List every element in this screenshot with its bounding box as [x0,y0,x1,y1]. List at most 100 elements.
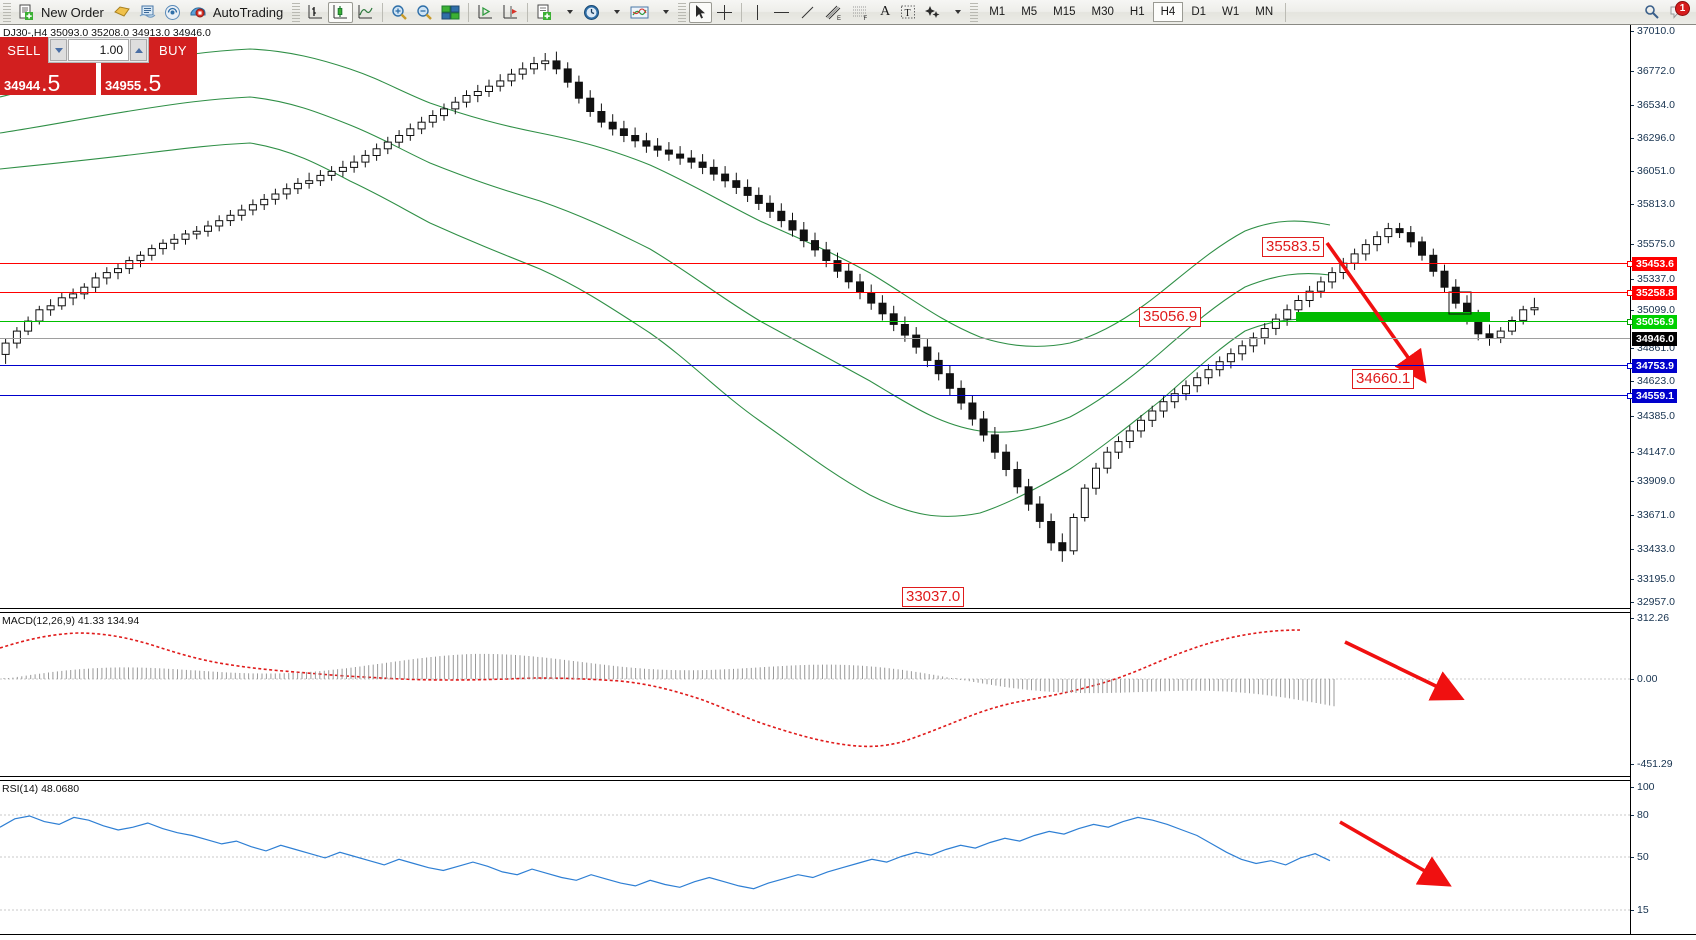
text-label-icon[interactable]: A [880,4,891,19]
rsi-chart-svg [0,814,1630,911]
price-tick: 35337.0 [1637,273,1675,285]
templates-icon[interactable] [532,2,557,23]
new-order-label[interactable]: New Order [41,4,104,20]
candlestick-chart-icon[interactable] [328,1,354,23]
zoom-out-icon[interactable] [412,2,437,23]
toolbar-grip-4[interactable] [970,2,979,22]
pivot-label[interactable]: 35056.9 [1139,307,1202,327]
rsi-tick: 50 [1637,851,1649,863]
macd-pane-top-border-2 [0,612,1630,613]
rsi-pane[interactable]: RSI(14) 48.0680 [0,782,1630,934]
zoom-in-icon[interactable] [387,2,412,23]
price-tag-pivot[interactable]: 35056.9 [1627,315,1677,329]
crosshair-icon[interactable] [712,2,737,23]
trendline-icon[interactable] [795,2,820,23]
bar-chart-icon[interactable] [303,2,328,23]
chart-shift-end-icon[interactable] [498,2,523,23]
rsi-line [0,815,1331,890]
tag-value: 34946.0 [1636,333,1674,345]
tag-handle[interactable] [1627,393,1633,399]
price-tag-resistance-2[interactable]: 35258.8 [1627,286,1677,300]
horizontal-line-icon[interactable] [768,2,795,23]
timeframe-h1[interactable]: H1 [1129,6,1145,18]
rsi-tick: 100 [1637,781,1655,793]
indicators-dropdown-caret[interactable] [653,2,675,23]
selection-rect [1448,291,1472,315]
price-tick-mark [1631,549,1634,550]
chart-area[interactable]: DJ30-,H4 35093.0 35208.0 34913.0 34946.0… [0,25,1696,940]
new-order-icon[interactable] [14,2,39,23]
volume-increment-button[interactable] [130,39,147,61]
timeframe-m1[interactable]: M1 [989,6,1006,18]
buy-price-integer: 34955 [105,78,142,93]
price-tag-support-1[interactable]: 34753.9 [1627,359,1677,373]
chart-shift-icon[interactable] [437,2,464,23]
time-scale[interactable]: Dec 202129 Dec 00:0030 Dec 08:0031 Dec 1… [0,934,1696,940]
sell-button[interactable]: SELL [0,37,48,63]
price-tag-resistance-1[interactable]: 35453.6 [1627,257,1677,271]
text-icon[interactable]: T [896,2,920,23]
toolbar-grip-3[interactable] [678,2,687,22]
one-click-trading-panel[interactable]: SELL 1.00 BUY 34944 .5 34955 .5 [0,37,197,95]
sell-price[interactable]: 34944 .5 [0,63,96,95]
volume-decrement-button[interactable] [50,39,67,61]
price-tick-mark [1631,618,1634,619]
price-tick: 37010.0 [1637,25,1675,37]
price-tick-mark [1631,910,1634,911]
indicators-icon[interactable] [626,2,653,23]
rsi-indicator-label: RSI(14) 48.0680 [2,783,80,795]
price-tick: 36534.0 [1637,99,1675,111]
swing-low-label[interactable]: 34660.1 [1352,369,1415,389]
timeframe-w1[interactable]: W1 [1222,6,1240,18]
price-tick-mark [1631,579,1634,580]
swing-high-label[interactable]: 35583.5 [1262,237,1325,257]
timeframe-m5[interactable]: M5 [1021,6,1038,18]
period-dropdown-caret[interactable] [604,2,626,23]
major-low-label[interactable]: 33037.0 [902,587,965,607]
objects-dropdown-caret[interactable] [945,2,967,23]
buy-button[interactable]: BUY [149,37,197,63]
volume-stepper[interactable]: 1.00 [48,37,149,63]
toolbar-grip-2[interactable] [292,2,301,22]
volume-input[interactable]: 1.00 [68,39,129,61]
timeframe-d1[interactable]: D1 [1191,6,1207,18]
equidistant-channel-icon[interactable]: E [820,2,847,23]
search-icon[interactable] [1640,2,1664,23]
auto-scroll-icon[interactable] [473,2,498,23]
svg-text:F: F [864,16,868,21]
macd-pane[interactable]: MACD(12,26,9) 41.33 134.94 [0,614,1630,781]
autotrading-icon[interactable] [185,2,211,23]
data-window-icon[interactable] [110,2,135,23]
timeframe-m15[interactable]: M15 [1053,6,1076,18]
fibonacci-icon[interactable]: F [847,2,874,23]
period-separators-icon[interactable] [579,2,604,23]
terminal-icon[interactable] [135,2,160,23]
line-chart-icon[interactable] [353,2,378,23]
signals-icon[interactable] [160,2,185,23]
cursor-icon[interactable] [689,1,713,23]
tag-handle[interactable] [1627,319,1633,325]
price-pane[interactable]: DJ30-,H4 35093.0 35208.0 34913.0 34946.0 [0,25,1630,588]
tag-handle[interactable] [1627,261,1633,267]
timeframe-mn[interactable]: MN [1255,6,1274,18]
tag-handle[interactable] [1627,363,1633,369]
toolbar-separator-5 [1285,2,1287,22]
vertical-line-icon[interactable] [746,2,768,23]
price-tick-mark [1631,279,1634,280]
templates-dropdown-caret[interactable] [557,2,579,23]
price-scale[interactable]: 37010.0 36772.0 36534.0 36296.0 36051.0 … [1627,25,1696,940]
timeframe-m30[interactable]: M30 [1091,6,1114,18]
macd-pane-top-border [0,608,1630,609]
price-tick-mark [1631,310,1634,311]
autotrading-label[interactable]: AutoTrading [212,4,284,20]
drawings-overlay[interactable] [0,25,1630,588]
objects-icon[interactable] [920,2,945,23]
price-tag-support-2[interactable]: 34559.1 [1627,389,1677,403]
rsi-tick: 80 [1637,809,1649,821]
toolbar-grip[interactable] [3,2,11,22]
price-tick-mark [1631,857,1634,858]
tag-handle[interactable] [1627,290,1633,296]
buy-price[interactable]: 34955 .5 [101,63,197,95]
notifications-icon[interactable]: 1 [1664,0,1690,23]
timeframe-h4[interactable]: H4 [1152,2,1184,22]
